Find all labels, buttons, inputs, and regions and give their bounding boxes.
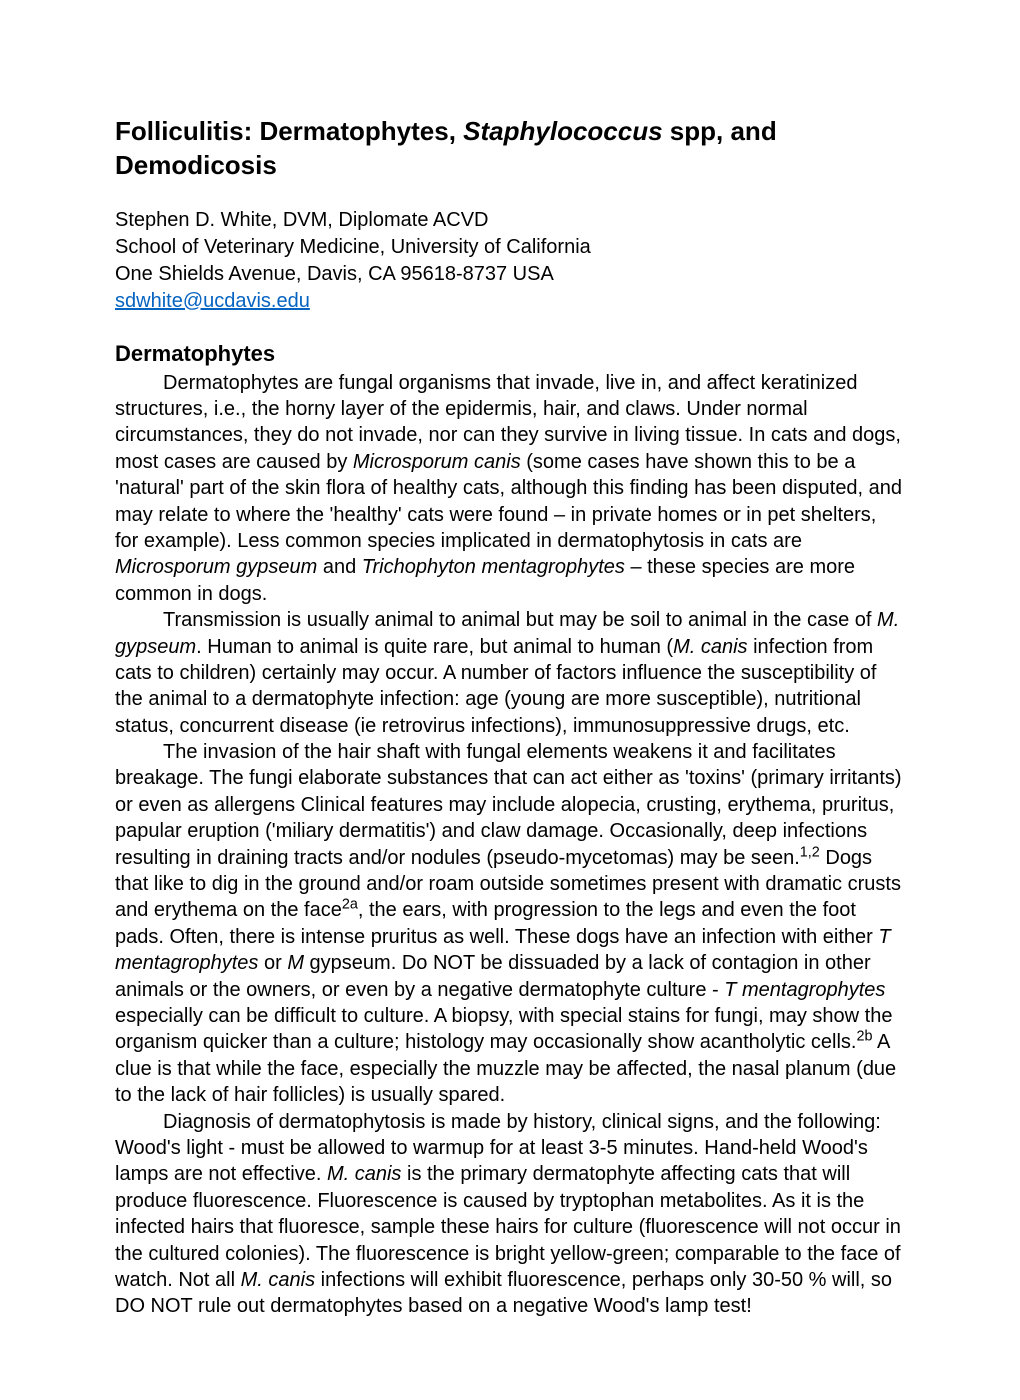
species-name: T mentagrophytes [724, 979, 885, 1001]
paragraph-3: The invasion of the hair shaft with fung… [115, 739, 905, 1108]
body-text: The invasion of the hair shaft with fung… [115, 741, 902, 869]
species-name: Trichophyton mentagrophytes [362, 556, 625, 578]
citation-superscript: 2a [342, 897, 358, 913]
body-text: . Human to animal is quite rare, but ani… [196, 636, 673, 658]
paragraph-4: Diagnosis of dermatophytosis is made by … [115, 1109, 905, 1320]
species-name: Microsporum gypseum [115, 556, 317, 578]
body-text: especially can be difficult to culture. … [115, 1005, 892, 1053]
species-name: M. canis [241, 1269, 315, 1291]
author-email-link[interactable]: sdwhite@ucdavis.edu [115, 290, 310, 312]
document-page: Folliculitis: Dermatophytes, Staphylococ… [0, 0, 1020, 1400]
body-text: and [317, 556, 361, 578]
section-heading: Dermatophytes [115, 339, 905, 368]
species-name: M. canis [673, 636, 747, 658]
species-name: M. canis [327, 1163, 401, 1185]
author-name: Stephen D. White, DVM, Diplomate ACVD [115, 207, 905, 234]
author-affiliation: School of Veterinary Medicine, Universit… [115, 234, 905, 261]
document-title: Folliculitis: Dermatophytes, Staphylococ… [115, 115, 905, 183]
citation-superscript: 1,2 [800, 844, 820, 860]
paragraph-2: Transmission is usually animal to animal… [115, 607, 905, 739]
citation-superscript: 2b [856, 1029, 872, 1045]
paragraph-1: Dermatophytes are fungal organisms that … [115, 370, 905, 608]
body-text: or [258, 952, 287, 974]
species-name: Microsporum canis [353, 451, 521, 473]
title-italic: Staphylococcus [463, 116, 662, 146]
author-address: One Shields Avenue, Davis, CA 95618-8737… [115, 261, 905, 288]
species-name: M [287, 952, 304, 974]
author-block: Stephen D. White, DVM, Diplomate ACVD Sc… [115, 207, 905, 315]
title-text-1: Folliculitis: Dermatophytes, [115, 116, 463, 146]
body-text: Transmission is usually animal to animal… [163, 609, 877, 631]
